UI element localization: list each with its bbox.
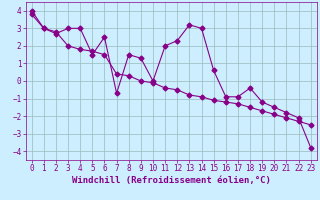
X-axis label: Windchill (Refroidissement éolien,°C): Windchill (Refroidissement éolien,°C) [72,176,271,185]
